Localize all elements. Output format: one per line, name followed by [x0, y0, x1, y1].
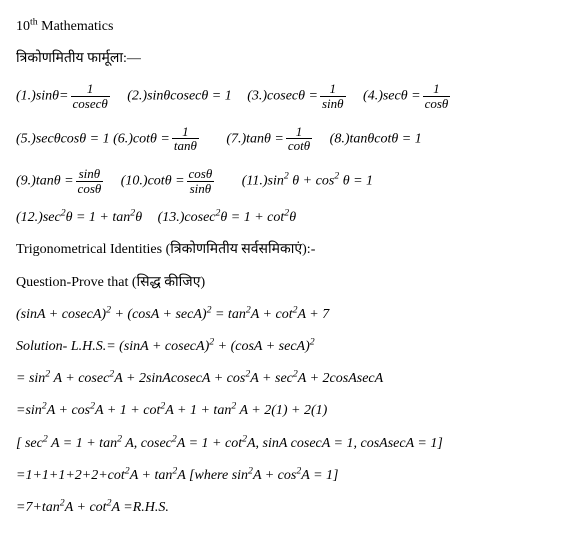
f4-pre: (4.)secθ = [363, 89, 421, 104]
step-5: =7+tan2A + cot2A =R.H.S. [16, 499, 570, 517]
f3-pre: (3.)cosecθ = [247, 89, 318, 104]
f13a: (13.)cosec [158, 210, 216, 225]
f6-frac: 1tanθ [172, 125, 199, 153]
formula-row-2: (5.)secθcosθ = 1 (6.)cotθ =1tanθ (7.)tan… [16, 125, 570, 153]
step-4: =1+1+1+2+2+cot2A + tan2A [where sin2A + … [16, 467, 570, 485]
formula-row-1: (1.)sinθ=1cosecθ (2.)sinθcosecθ = 1 (3.)… [16, 82, 570, 110]
f9-pre: (9.)tanθ = [16, 173, 74, 188]
f7-frac: 1cotθ [286, 125, 312, 153]
hdr-sup: th [30, 16, 38, 27]
formula-row-3: (9.)tanθ =sinθcosθ (10.)cotθ =cosθsinθ (… [16, 167, 570, 195]
f7-pre: (7.)tanθ = [226, 131, 284, 146]
f2: (2.)sinθcosecθ = 1 [127, 89, 231, 104]
page-title: 10th Mathematics [16, 18, 570, 36]
step-2: =sin2A + cos2A + 1 + cot2A + 1 + tan2 A … [16, 402, 570, 420]
f11a: (11.)sin [242, 173, 284, 188]
hdr-b: Mathematics [38, 19, 114, 34]
f8: (8.)tanθcotθ = 1 [330, 131, 422, 146]
identities-heading: Trigonometrical Identities (त्रिकोणमितीय… [16, 241, 570, 259]
f3-frac: 1sinθ [320, 82, 346, 110]
f11c: θ = 1 [339, 173, 373, 188]
f4-frac: 1cosθ [423, 82, 451, 110]
step-1: = sin2 A + cosec2A + 2sinAcosecA + cos2A… [16, 370, 570, 388]
equation: (sinA + cosecA)2 + (cosA + secA)2 = tan2… [16, 306, 570, 324]
hdr-a: 10 [16, 19, 30, 34]
f12b: θ = 1 + tan [66, 210, 131, 225]
f13c: θ [289, 210, 296, 225]
f1-pre: (1.)sinθ= [16, 89, 69, 104]
f6-pre: (6.)cotθ = [113, 131, 170, 146]
solution-line: Solution- L.H.S.= (sinA + cosecA)2 + (co… [16, 338, 570, 356]
f5: (5.)secθcosθ = 1 [16, 131, 110, 146]
f10-pre: (10.)cotθ = [121, 173, 185, 188]
step-3-bracket: [ sec2 A = 1 + tan2 A, cosec2A = 1 + cot… [16, 435, 570, 453]
f10-frac: cosθsinθ [187, 167, 215, 195]
f11b: θ + cos [289, 173, 335, 188]
f9-frac: sinθcosθ [76, 167, 104, 195]
formula-row-4: (12.)sec2θ = 1 + tan2θ (13.)cosec2θ = 1 … [16, 209, 570, 227]
f1-frac: 1cosecθ [71, 82, 110, 110]
question-prove: Question-Prove that (सिद्ध कीजिए) [16, 274, 570, 292]
f12c: θ [135, 210, 142, 225]
hindi-formula-label: त्रिकोणमितीय फार्मूला:— [16, 50, 570, 68]
f12a: (12.)sec [16, 210, 61, 225]
f13b: θ = 1 + cot [220, 210, 284, 225]
